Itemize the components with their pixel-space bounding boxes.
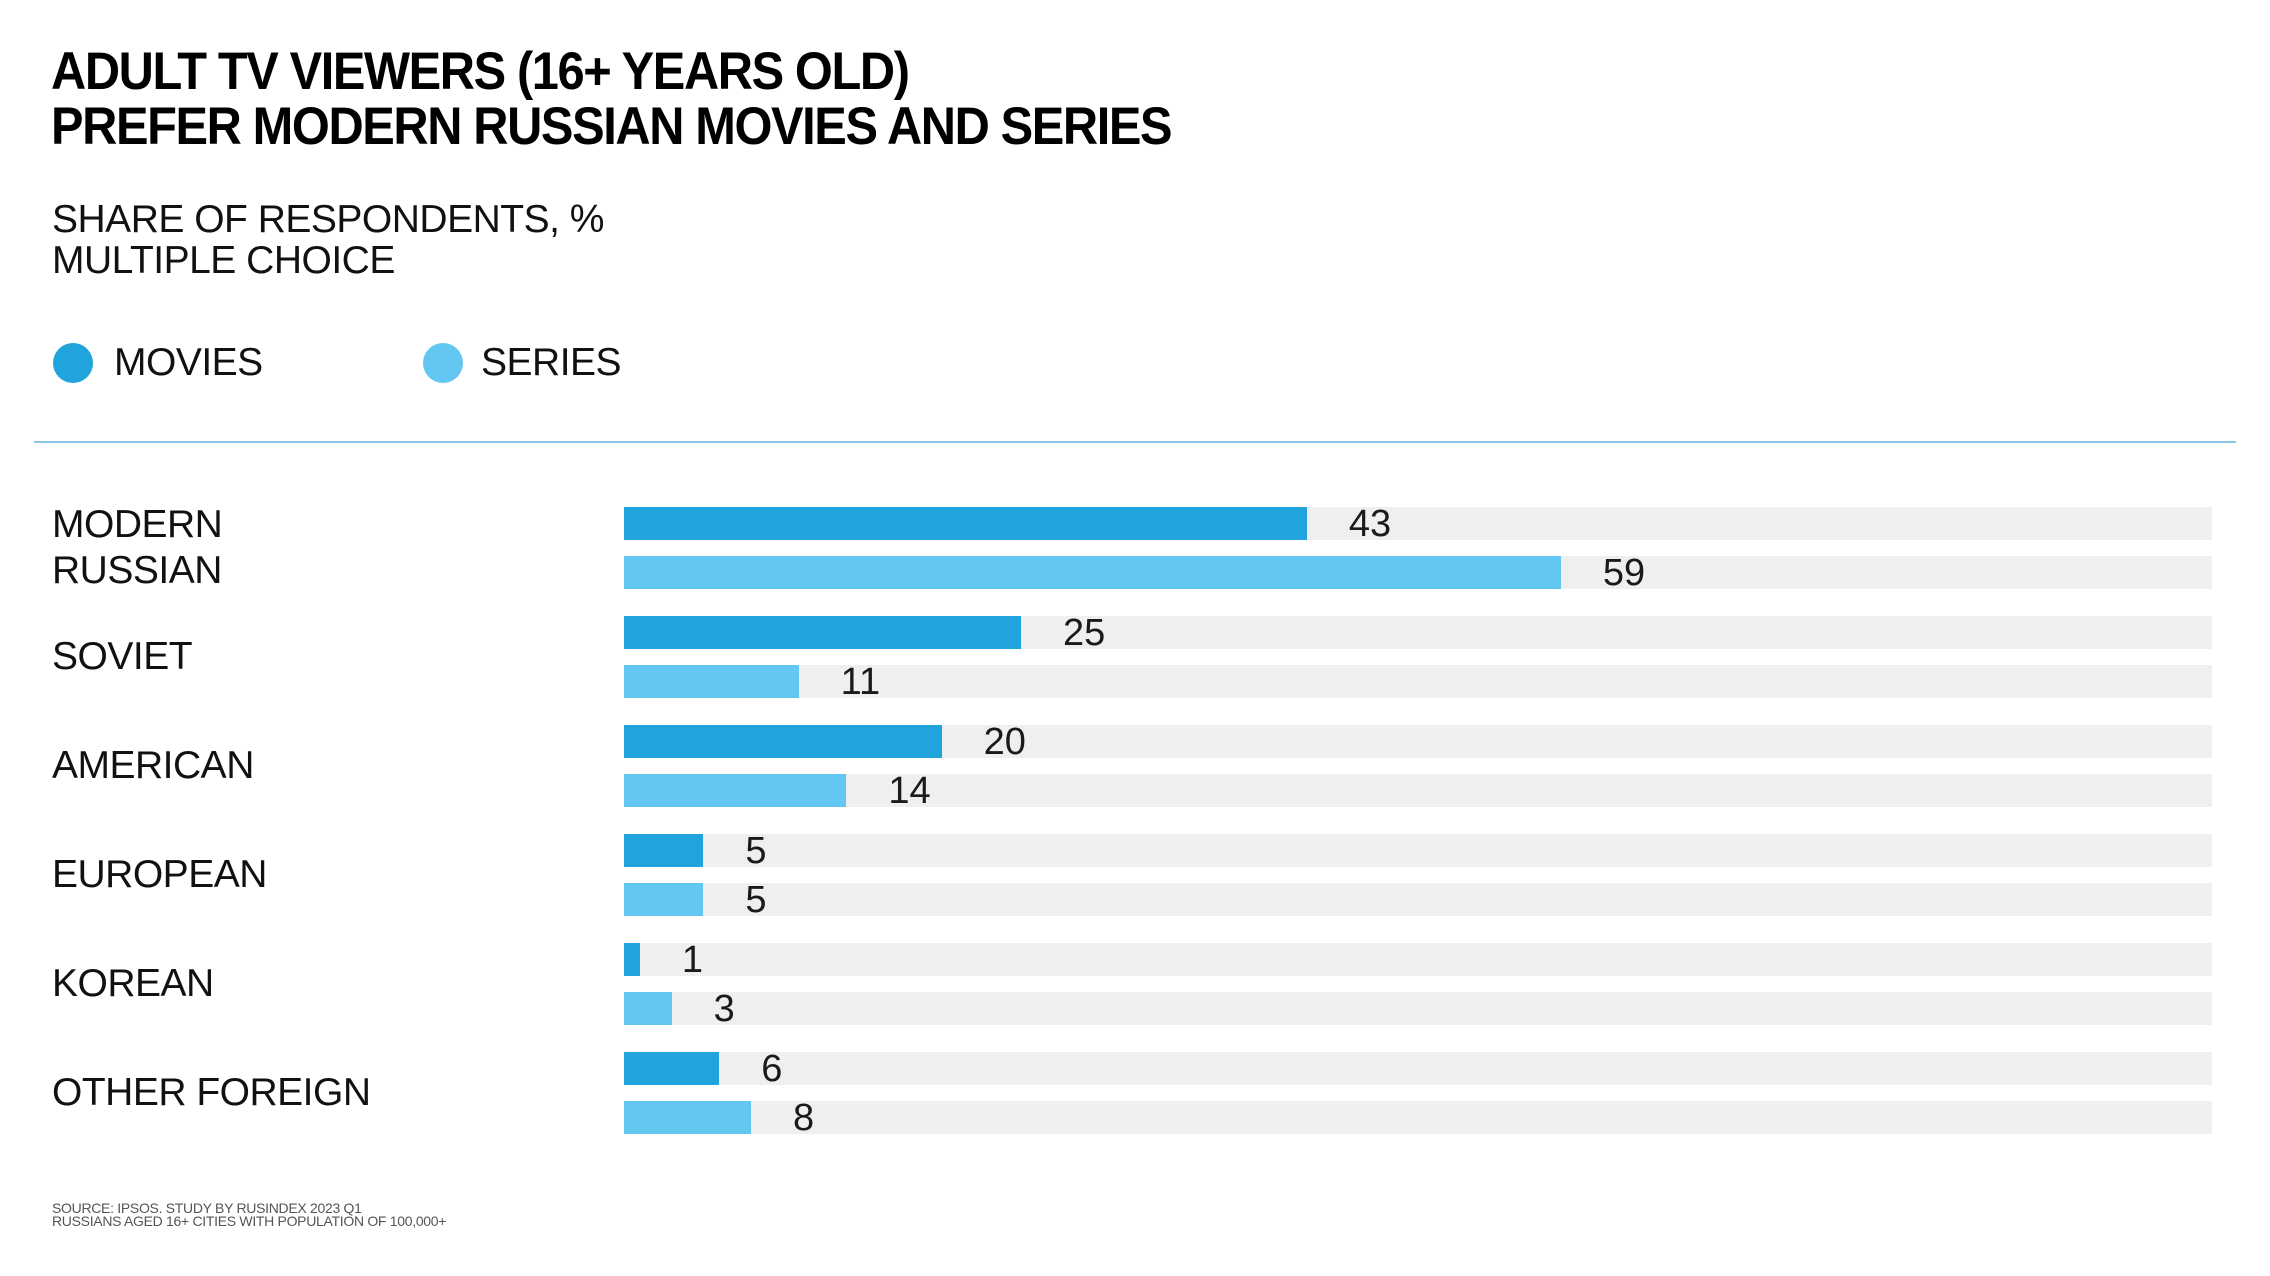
category-label: OTHER FOREIGN	[52, 1070, 371, 1116]
bar-movies	[624, 616, 1021, 649]
value-label: 6	[761, 1047, 783, 1090]
legend-label-series: SERIES	[481, 341, 622, 384]
bar-movies	[624, 834, 704, 867]
bar-track	[624, 834, 2212, 867]
category-label: AMERICAN	[52, 743, 254, 789]
bar-movies	[624, 507, 1307, 540]
source-note: SOURCE: IPSOS. STUDY BY RUSINDEX 2023 Q1…	[52, 1200, 447, 1229]
bar-movies	[624, 725, 942, 758]
category-label-line: EUROPEAN	[52, 853, 267, 896]
value-label: 25	[1063, 611, 1106, 654]
bar-track	[624, 992, 2212, 1025]
bar-series	[624, 556, 1561, 589]
value-label: 5	[745, 829, 767, 872]
bar-track	[624, 665, 2212, 698]
bar-series	[624, 774, 847, 807]
bar-track	[624, 774, 2212, 807]
bar-track	[624, 883, 2212, 916]
source-line-2: RUSSIANS AGED 16+ CITIES WITH POPULATION…	[52, 1213, 447, 1229]
bar-movies	[624, 943, 640, 976]
value-label: 43	[1348, 502, 1392, 545]
source-line-1: SOURCE: IPSOS. STUDY BY RUSINDEX 2023 Q1	[52, 1200, 362, 1216]
value-label: 1	[681, 938, 704, 981]
chart-subtitle: SHARE OF RESPONDENTS, % MULTIPLE CHOICE	[52, 199, 604, 281]
category-label-line: RUSSIAN	[52, 549, 222, 592]
bar-track	[624, 1052, 2212, 1085]
value-label: 11	[840, 660, 881, 703]
category-label: EUROPEAN	[52, 852, 267, 898]
category-label-line: OTHER FOREIGN	[52, 1071, 371, 1114]
circle-icon	[423, 343, 463, 383]
bar-series	[624, 992, 672, 1025]
bar-movies	[624, 1052, 720, 1085]
category-label-line: SOVIET	[52, 635, 193, 678]
category-label-line: MODERN	[52, 503, 223, 546]
category-label-line: KOREAN	[52, 962, 214, 1005]
bar-series	[624, 1101, 752, 1134]
bar-series	[624, 883, 704, 916]
category-label: KOREAN	[52, 961, 214, 1007]
bar-track	[624, 943, 2212, 976]
category-label: MODERN RUSSIAN	[52, 502, 223, 594]
value-label: 3	[713, 987, 735, 1030]
legend-label-movies: MOVIES	[114, 341, 263, 384]
value-label: 14	[888, 769, 931, 812]
subtitle-line-2: MULTIPLE CHOICE	[52, 239, 395, 282]
value-label: 5	[745, 878, 767, 921]
value-label: 8	[793, 1096, 815, 1139]
title-line-1: ADULT TV VIEWERS (16+ YEARS OLD)	[51, 42, 910, 101]
category-label: SOVIET	[52, 634, 193, 680]
circle-icon	[53, 343, 93, 383]
title-line-2: PREFER MODERN RUSSIAN MOVIES AND SERIES	[51, 97, 1173, 156]
header-divider	[34, 441, 2236, 443]
subtitle-line-1: SHARE OF RESPONDENTS, %	[52, 198, 604, 241]
value-label: 59	[1602, 551, 1646, 594]
bar-track	[624, 1101, 2212, 1134]
bar-series	[624, 665, 799, 698]
value-label: 20	[983, 720, 1026, 763]
chart-title: ADULT TV VIEWERS (16+ YEARS OLD) PREFER …	[51, 42, 1173, 156]
category-label-line: AMERICAN	[52, 744, 254, 787]
